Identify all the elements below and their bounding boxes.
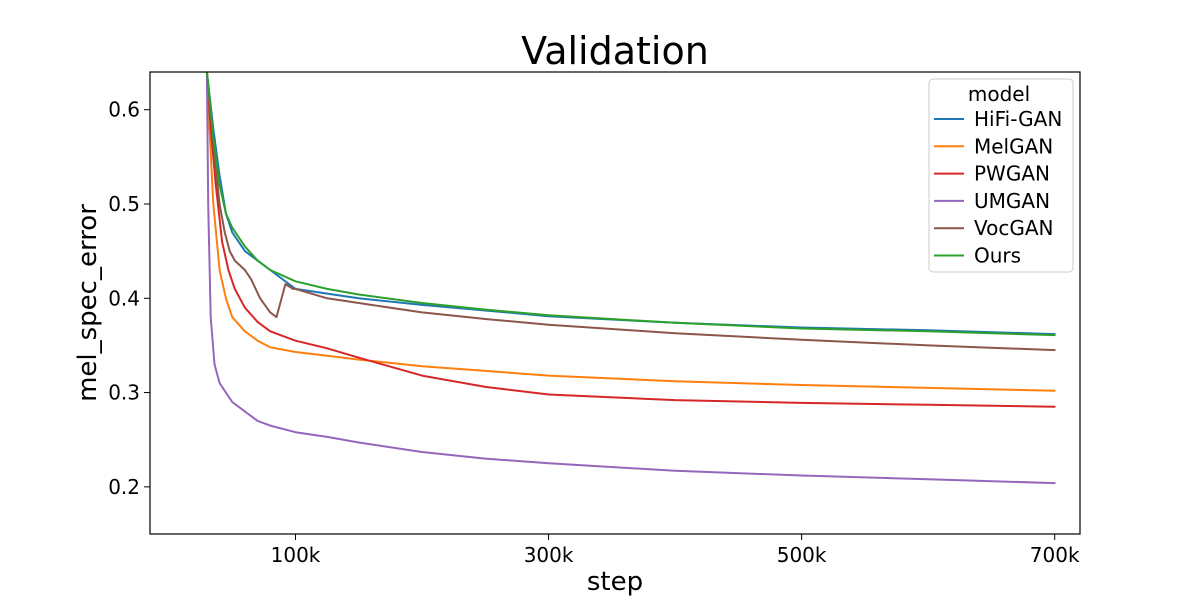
series-layer xyxy=(205,72,1056,485)
legend-item-pwgan: PWGAN xyxy=(934,162,1050,186)
y-tick-label: 0.3 xyxy=(108,381,140,405)
legend-label: HiFi-GAN xyxy=(974,107,1062,131)
series-line-umgan xyxy=(205,72,1056,485)
legend-box xyxy=(928,78,1074,273)
x-tick-label: 500k xyxy=(777,543,827,567)
legend-label: MelGAN xyxy=(974,134,1053,158)
legend-item-vocgan: VocGAN xyxy=(934,216,1054,240)
chart-title: Validation xyxy=(521,29,709,73)
legend-item-ours: Ours xyxy=(934,244,1021,268)
series-line-ours xyxy=(205,72,1056,337)
series-line-melgan xyxy=(205,72,1056,392)
legend-item-melgan: MelGAN xyxy=(934,134,1053,158)
series-line-vocgan xyxy=(205,72,1056,352)
legend-label: Ours xyxy=(974,244,1021,268)
series-line-hifi-gan xyxy=(205,72,1056,336)
legend-item-umgan: UMGAN xyxy=(934,189,1050,213)
y-axis-label: mel_spec_error xyxy=(73,204,103,402)
series-line-pwgan xyxy=(205,72,1056,408)
legend-title: model xyxy=(968,82,1030,106)
plot-frame xyxy=(149,71,1081,535)
legend-label: UMGAN xyxy=(974,189,1050,213)
legend-items: HiFi-GAN MelGAN PWGAN UMGAN VocGAN Ours xyxy=(934,107,1062,268)
x-axis: 100k 300k 500k 700k xyxy=(271,534,1080,567)
legend-label: PWGAN xyxy=(974,162,1050,186)
legend: model HiFi-GAN MelGAN PWGAN UMGAN VocGAN Ours xyxy=(928,78,1074,273)
x-tick-label: 300k xyxy=(524,543,574,567)
y-tick-label: 0.5 xyxy=(108,192,140,216)
y-tick-label: 0.2 xyxy=(108,475,140,499)
y-tick-label: 0.4 xyxy=(108,286,140,310)
y-axis: 0.2 0.3 0.4 0.5 0.6 xyxy=(108,98,150,499)
x-axis-label: step xyxy=(587,567,643,597)
x-tick-label: 700k xyxy=(1030,543,1080,567)
y-tick-label: 0.6 xyxy=(108,98,140,122)
legend-item-hifi-gan: HiFi-GAN xyxy=(934,107,1062,131)
x-tick-label: 100k xyxy=(271,543,321,567)
legend-label: VocGAN xyxy=(974,216,1054,240)
